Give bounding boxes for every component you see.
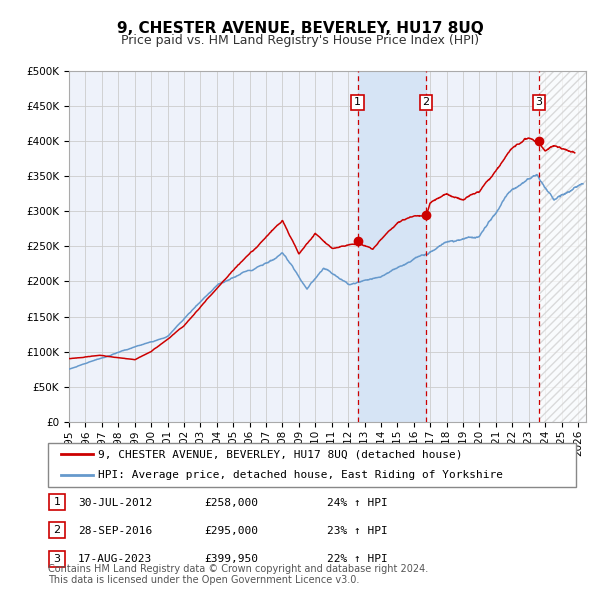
- Text: 2: 2: [422, 97, 430, 107]
- Text: 30-JUL-2012: 30-JUL-2012: [78, 498, 152, 507]
- Text: 23% ↑ HPI: 23% ↑ HPI: [327, 526, 388, 536]
- Text: Contains HM Land Registry data © Crown copyright and database right 2024.
This d: Contains HM Land Registry data © Crown c…: [48, 563, 428, 585]
- Text: 9, CHESTER AVENUE, BEVERLEY, HU17 8UQ: 9, CHESTER AVENUE, BEVERLEY, HU17 8UQ: [116, 21, 484, 35]
- Text: 9, CHESTER AVENUE, BEVERLEY, HU17 8UQ (detached house): 9, CHESTER AVENUE, BEVERLEY, HU17 8UQ (d…: [98, 450, 463, 460]
- FancyBboxPatch shape: [48, 442, 576, 487]
- Text: Price paid vs. HM Land Registry's House Price Index (HPI): Price paid vs. HM Land Registry's House …: [121, 34, 479, 47]
- Text: £295,000: £295,000: [204, 526, 258, 536]
- Text: 28-SEP-2016: 28-SEP-2016: [78, 526, 152, 536]
- Text: 22% ↑ HPI: 22% ↑ HPI: [327, 555, 388, 564]
- Text: 24% ↑ HPI: 24% ↑ HPI: [327, 498, 388, 507]
- Text: £399,950: £399,950: [204, 555, 258, 564]
- Text: 3: 3: [53, 554, 61, 563]
- Text: 1: 1: [354, 97, 361, 107]
- Text: 3: 3: [536, 97, 542, 107]
- Text: 1: 1: [53, 497, 61, 507]
- Text: £258,000: £258,000: [204, 498, 258, 507]
- FancyBboxPatch shape: [49, 551, 65, 566]
- Text: 17-AUG-2023: 17-AUG-2023: [78, 555, 152, 564]
- Bar: [358, 71, 426, 422]
- FancyBboxPatch shape: [49, 494, 65, 510]
- Text: HPI: Average price, detached house, East Riding of Yorkshire: HPI: Average price, detached house, East…: [98, 470, 503, 480]
- Bar: [539, 71, 586, 422]
- FancyBboxPatch shape: [49, 523, 65, 538]
- Text: 2: 2: [53, 526, 61, 535]
